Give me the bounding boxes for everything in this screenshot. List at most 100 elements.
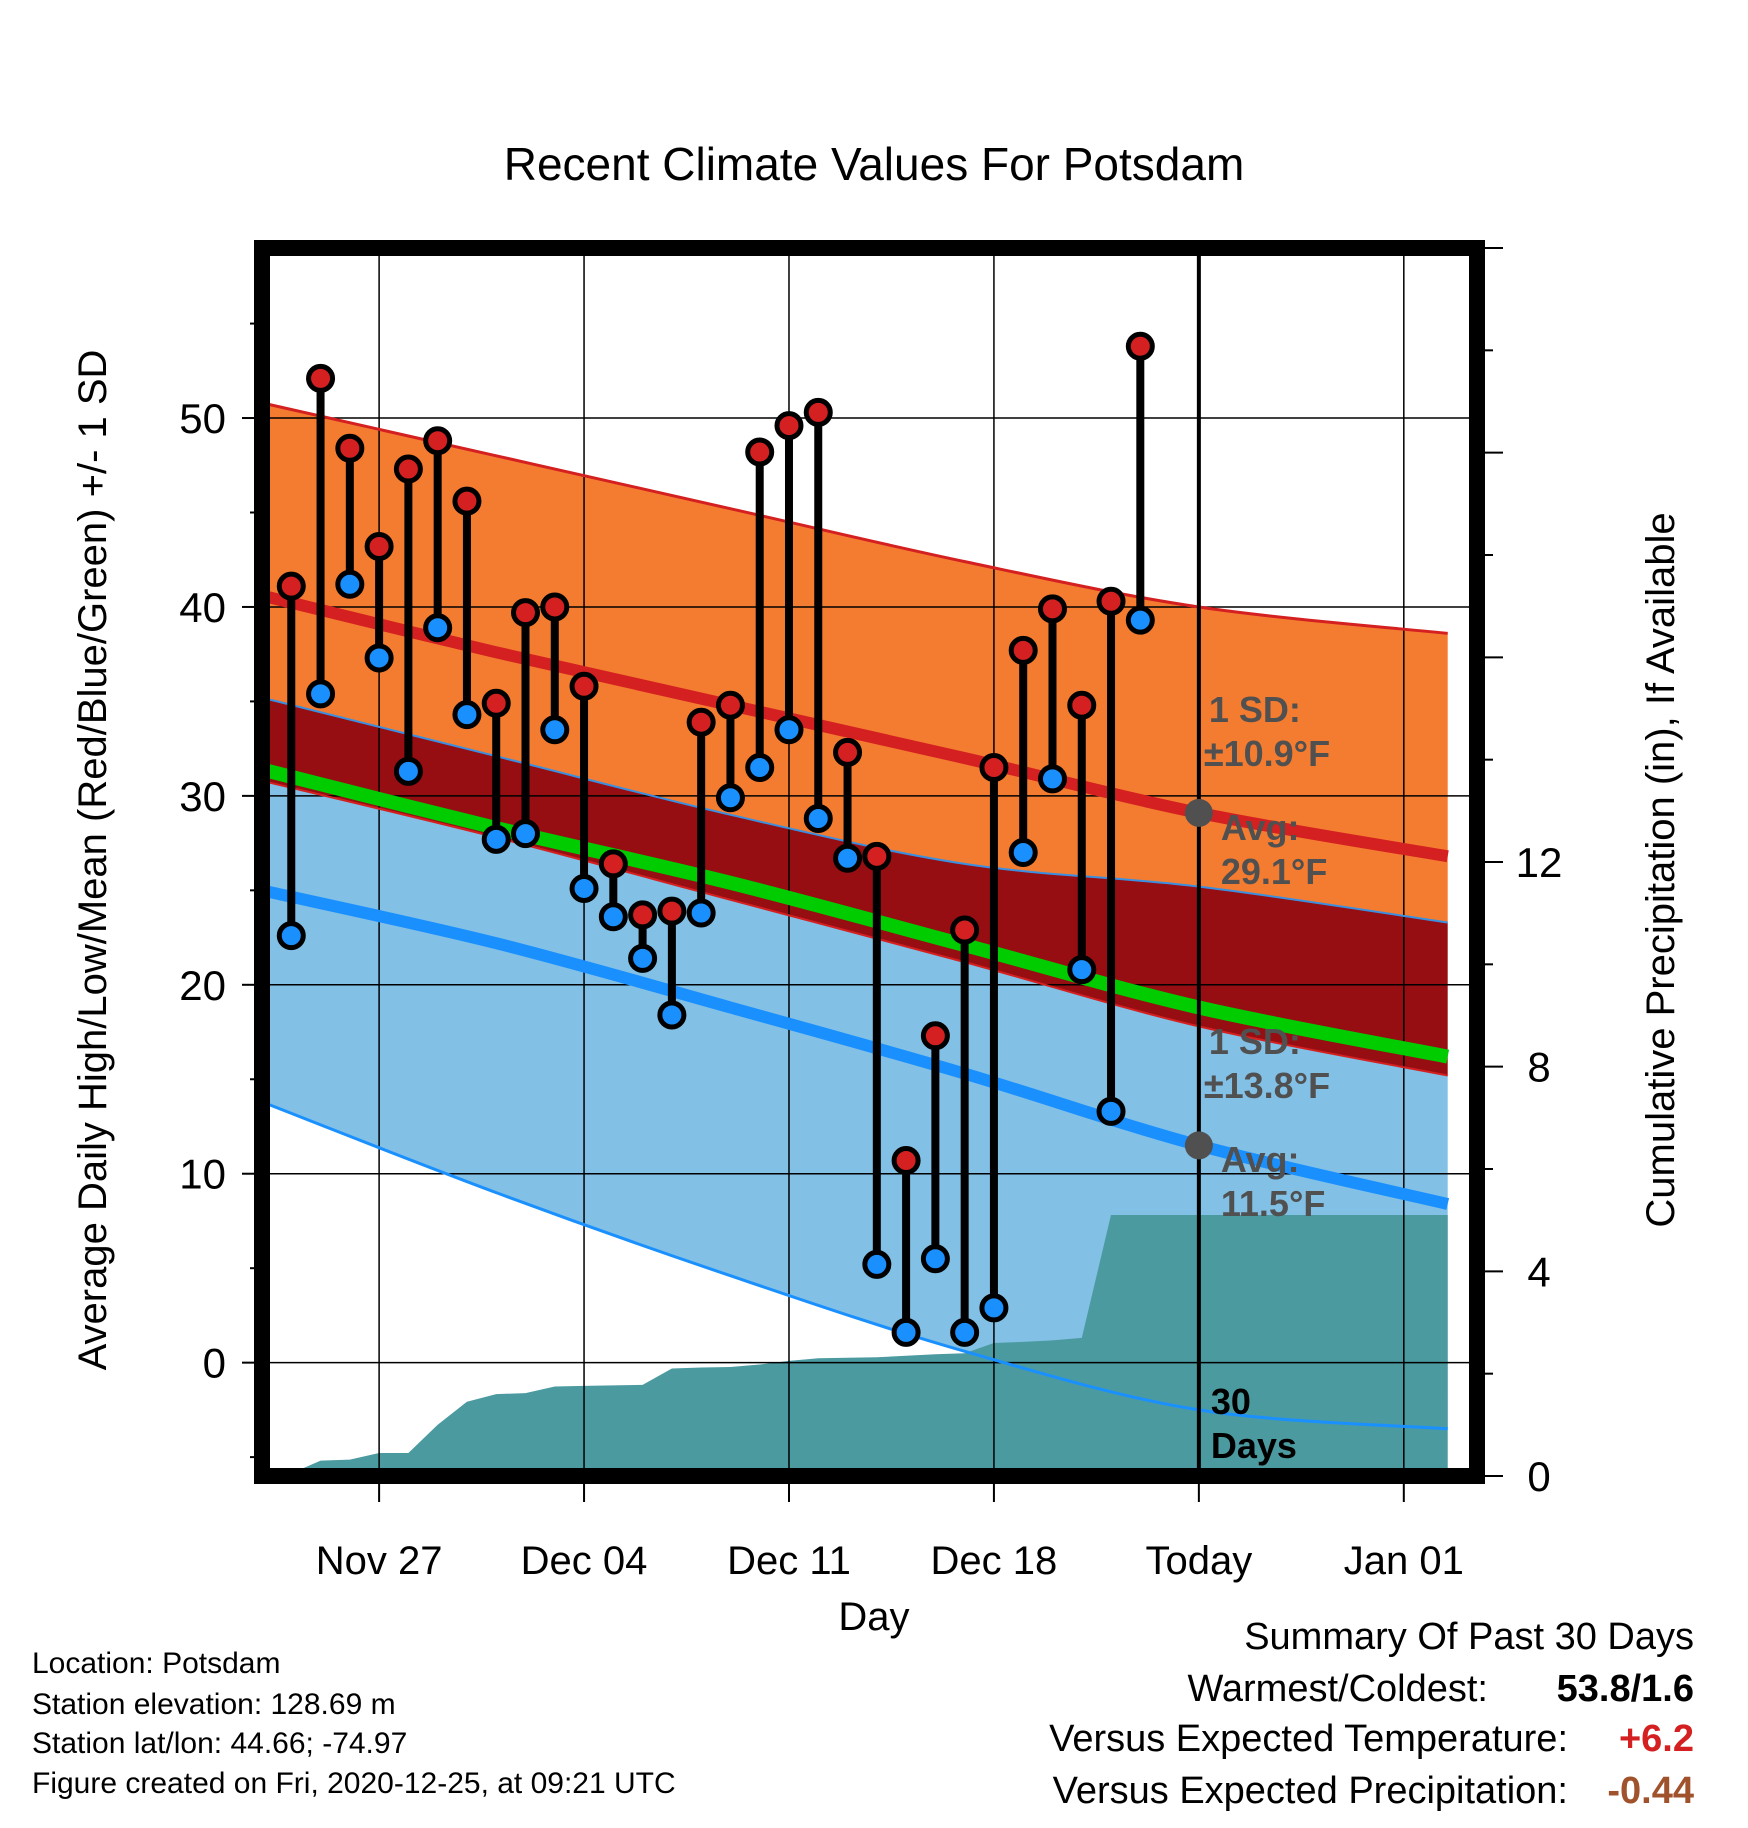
avg-low-marker <box>1184 1131 1213 1160</box>
daily-high-point <box>598 849 628 879</box>
daily-high-point <box>774 411 804 441</box>
daily-high-point <box>1037 594 1067 624</box>
x-tick-label: Nov 27 <box>316 1539 443 1583</box>
daily-low-point <box>364 643 394 673</box>
daily-high-point <box>423 426 453 456</box>
daily-low-point <box>715 783 745 813</box>
y2-tick-label: 4 <box>1527 1248 1550 1295</box>
daily-low-point <box>1037 764 1067 794</box>
daily-low-point <box>979 1293 1009 1323</box>
daily-high-point <box>833 737 863 767</box>
daily-low-point <box>1125 605 1155 635</box>
low-sd-value: ±13.8°F <box>1204 1065 1330 1106</box>
daily-high-point <box>803 397 833 427</box>
daily-low-point <box>891 1317 921 1347</box>
plot-frame <box>254 240 1485 1484</box>
daily-low-point <box>393 756 423 786</box>
avg-low-line <box>260 884 1450 1210</box>
daily-high-point <box>979 753 1009 783</box>
daily-low-point <box>628 943 658 973</box>
daily-high-point <box>276 571 306 601</box>
location-text: Location: Potsdam <box>32 1647 281 1680</box>
x-tick-label: Today <box>1145 1539 1252 1583</box>
daily-low-point <box>803 804 833 834</box>
daily-low-point <box>833 843 863 873</box>
x-tick-label: Jan 01 <box>1344 1539 1464 1583</box>
y-tick-label: 10 <box>179 1151 226 1198</box>
daily-low-point <box>510 819 540 849</box>
daily-high-point <box>1067 690 1097 720</box>
high-sd-label: 1 SD: <box>1209 689 1301 730</box>
daily-high-point <box>481 688 511 718</box>
x-tick-label: Dec 11 <box>727 1539 851 1583</box>
y-tick-label: 50 <box>179 395 226 442</box>
daily-low-point <box>335 569 365 599</box>
high-sd-value: ±10.9°F <box>1204 733 1330 774</box>
x-tick-label: Dec 04 <box>521 1539 648 1583</box>
daily-high-point <box>657 896 687 926</box>
x-tick-label: Dec 18 <box>931 1539 1058 1583</box>
y2-tick-label: 0 <box>1527 1453 1550 1500</box>
precip-days-label: 30 <box>1211 1381 1251 1422</box>
high-avg-value: 29.1°F <box>1221 851 1327 892</box>
y-tick-label: 20 <box>179 962 226 1009</box>
temperature-anomaly-label: Versus Expected Temperature: <box>1049 1718 1568 1760</box>
precip-days-label-2: Days <box>1211 1425 1297 1466</box>
daily-low-point <box>950 1317 980 1347</box>
daily-high-point <box>364 531 394 561</box>
daily-high-point <box>510 598 540 628</box>
daily-high-point <box>1096 586 1126 616</box>
daily-high-point <box>1008 635 1038 665</box>
temperature-anomaly-value: +6.2 <box>1618 1718 1694 1760</box>
daily-low-point <box>920 1244 950 1274</box>
y-tick-label: 30 <box>179 773 226 820</box>
y-tick-label: 40 <box>179 584 226 631</box>
daily-low-point <box>1067 955 1097 985</box>
daily-low-point <box>540 715 570 745</box>
low-sd-upper-line <box>261 779 1448 1077</box>
daily-high-point <box>715 690 745 720</box>
daily-low-point <box>452 700 482 730</box>
daily-high-point <box>950 915 980 945</box>
daily-high-point <box>745 437 775 467</box>
y2-tick-label: 8 <box>1527 1044 1550 1091</box>
y2-axis-label: Cumulative Precipitation (in), If Availa… <box>1639 512 1683 1227</box>
precipitation-area <box>291 1215 1448 1476</box>
daily-low-point <box>598 902 628 932</box>
daily-high-point <box>628 900 658 930</box>
daily-low-point <box>276 921 306 951</box>
daily-low-point <box>774 715 804 745</box>
low-sd-lower-line <box>261 1100 1448 1431</box>
daily-high-point <box>393 454 423 484</box>
daily-high-point <box>686 707 716 737</box>
daily-low-point <box>745 753 775 783</box>
latlon-text: Station lat/lon: 44.66; -74.97 <box>32 1727 408 1760</box>
daily-high-point <box>569 671 599 701</box>
daily-low-point <box>686 898 716 928</box>
daily-high-point <box>306 363 336 393</box>
created-text: Figure created on Fri, 2020-12-25, at 09… <box>32 1767 676 1800</box>
low-avg-value: 11.5°F <box>1221 1183 1325 1224</box>
high-avg-label: Avg: <box>1221 807 1300 848</box>
y-tick-label: 0 <box>203 1340 226 1387</box>
daily-high-point <box>335 433 365 463</box>
x-axis-label: Day <box>838 1595 909 1639</box>
low-avg-label: Avg: <box>1221 1139 1300 1180</box>
daily-low-point <box>657 1000 687 1030</box>
warmest-coldest-value: 53.8/1.6 <box>1556 1668 1694 1710</box>
precipitation-anomaly-label: Versus Expected Precipitation: <box>1052 1770 1568 1812</box>
daily-high-point <box>862 841 892 871</box>
daily-low-point <box>306 679 336 709</box>
high-sd-band <box>262 402 1448 923</box>
daily-high-point <box>1125 331 1155 361</box>
daily-low-point <box>1096 1096 1126 1126</box>
daily-high-point <box>920 1021 950 1051</box>
precipitation-anomaly-value: -0.44 <box>1607 1770 1694 1812</box>
daily-high-point <box>452 486 482 516</box>
daily-low-point <box>569 873 599 903</box>
y-axis-label: Average Daily High/Low/Mean (Red/Blue/Gr… <box>71 350 115 1371</box>
daily-low-point <box>862 1249 892 1279</box>
warmest-coldest-label: Warmest/Coldest: <box>1187 1668 1488 1710</box>
daily-high-point <box>891 1145 921 1175</box>
